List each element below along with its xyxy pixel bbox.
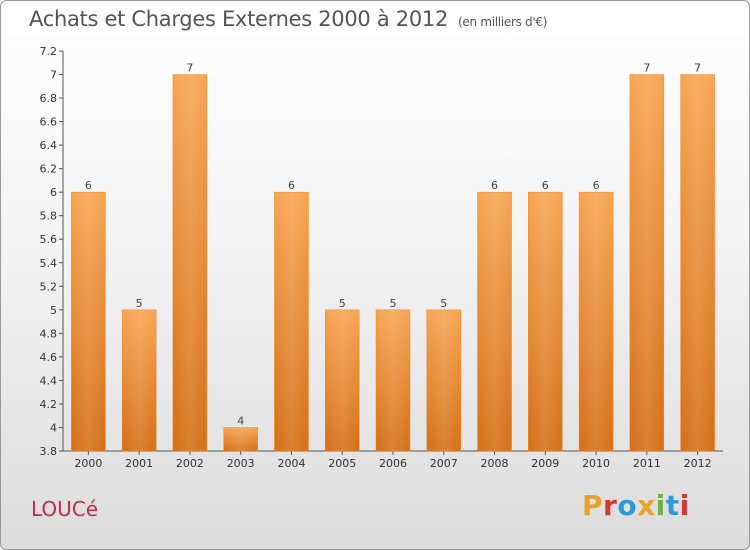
bar-shine-2009 [528, 192, 563, 452]
x-tick-label: 2004 [277, 457, 305, 470]
y-tick-label: 4 [50, 421, 57, 434]
y-tick-label: 5 [50, 304, 57, 317]
bar-shine-2002 [172, 74, 207, 451]
y-tick-label: 4.8 [40, 327, 58, 340]
logo-letter: r [603, 489, 618, 522]
x-tick-label: 2001 [125, 457, 153, 470]
data-label: 7 [694, 62, 701, 75]
data-label: 6 [593, 179, 600, 192]
x-tick-label: 2008 [481, 457, 509, 470]
y-tick-label: 6 [50, 186, 57, 199]
unit-label: (en milliers d'€) [458, 15, 548, 29]
chart-title: Achats et Charges Externes 2000 à 2012 (e… [29, 7, 547, 31]
x-tick-label: 2010 [582, 457, 610, 470]
y-tick-label: 5.8 [40, 210, 58, 223]
y-tick-label: 4.4 [40, 374, 58, 387]
bars [71, 74, 715, 452]
bar-shine-2003 [223, 427, 258, 451]
x-tick-label: 2002 [176, 457, 204, 470]
data-label: 6 [542, 179, 549, 192]
y-tick-label: 5.6 [40, 233, 58, 246]
y-tick-label: 6.4 [40, 139, 58, 152]
logo-letter: i [679, 489, 690, 522]
data-label: 5 [339, 297, 346, 310]
y-tick-label: 5.4 [40, 257, 58, 270]
logo-letter: P [582, 489, 604, 522]
bar-shine-2004 [274, 192, 309, 452]
bar-shine-2010 [579, 192, 614, 452]
y-tick-label: 4.2 [40, 398, 58, 411]
logo-letter: o [617, 489, 638, 522]
data-label: 7 [186, 62, 193, 75]
data-labels: 6 5 7 4 6 5 5 5 6 6 6 7 7 [85, 62, 701, 428]
x-tick-label: 2011 [633, 457, 661, 470]
bar-shine-2001 [122, 309, 157, 451]
x-tick-label: 2009 [531, 457, 559, 470]
title-text: Achats et Charges Externes 2000 à 2012 [29, 7, 449, 31]
bar-shine-2011 [629, 74, 664, 451]
bar-shine-2006 [376, 309, 410, 451]
y-tick-label: 6.6 [40, 116, 58, 129]
bar-shine-2000 [71, 192, 106, 452]
data-label: 4 [237, 414, 244, 427]
x-tick-label: 2000 [74, 457, 102, 470]
data-label: 5 [390, 297, 397, 310]
x-tick-label: 2005 [328, 457, 356, 470]
bar-shine-2012 [680, 74, 715, 451]
data-label: 7 [643, 62, 650, 75]
data-label: 6 [85, 179, 92, 192]
y-axis: 3.8 4 4.2 4.4 4.6 4.8 5 5.2 5.4 5.6 5.8 6 6.2 6.4 6.6 6… [40, 45, 64, 458]
x-tick-label: 2007 [430, 457, 458, 470]
y-tick-label: 7.2 [40, 45, 58, 58]
y-tick-label: 6.8 [40, 92, 58, 105]
y-tick-label: 4.6 [40, 351, 58, 364]
y-tick-label: 6.2 [40, 163, 58, 176]
bar-shine-2007 [426, 309, 461, 451]
proxiti-logo: Proxiti [582, 489, 690, 522]
x-tick-label: 2006 [379, 457, 407, 470]
x-axis: 2000 2001 2002 2003 2004 2005 2006 2007 2008 2009… [63, 450, 723, 470]
bar-shine-2008 [477, 192, 512, 452]
data-label: 5 [440, 297, 447, 310]
y-tick-label: 5.2 [40, 280, 58, 293]
logo-letter: t [665, 489, 680, 522]
data-label: 6 [288, 179, 295, 192]
bar-shine-2005 [325, 309, 360, 451]
y-tick-label: 7 [50, 69, 57, 82]
commune-name: LOUCé [31, 497, 99, 521]
y-tick-label: 3.8 [40, 445, 58, 458]
x-tick-label: 2003 [227, 457, 255, 470]
logo-letter: i [655, 489, 666, 522]
data-label: 6 [491, 179, 498, 192]
data-label: 5 [136, 297, 143, 310]
x-tick-label: 2012 [684, 457, 712, 470]
logo-letter: x [637, 489, 656, 522]
